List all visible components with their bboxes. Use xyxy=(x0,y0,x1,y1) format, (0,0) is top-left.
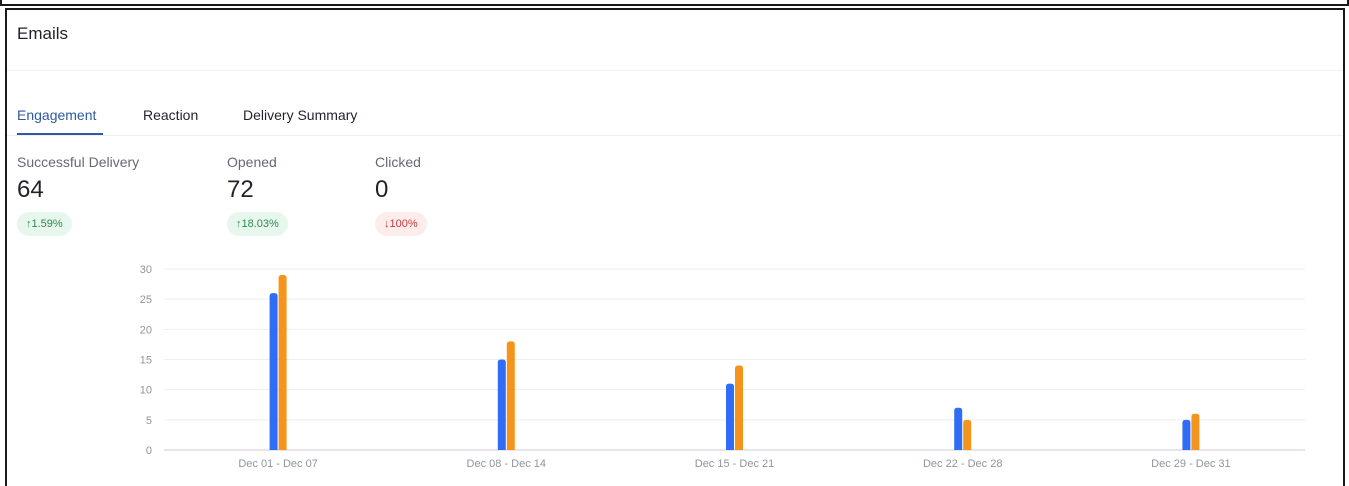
metric-clicked: Clicked 0 ↓100% xyxy=(375,154,427,236)
metric-label: Opened xyxy=(227,154,277,170)
card-title: Emails xyxy=(17,24,69,43)
bar-blue[interactable] xyxy=(269,293,278,450)
y-tick-label: 30 xyxy=(140,264,152,276)
y-tick-label: 5 xyxy=(146,415,152,427)
y-tick-label: 20 xyxy=(140,324,152,336)
bar-orange[interactable] xyxy=(735,365,743,450)
bar-blue[interactable] xyxy=(1182,419,1191,450)
metric-successful-delivery: Successful Delivery 64 ↑1.59% xyxy=(17,154,139,236)
metric-label: Clicked xyxy=(375,154,421,170)
engagement-bar-chart: 0 5 10 15 20 25 30 Dec 01 - Dec 07 Dec 08 - Dec … xyxy=(140,264,1305,470)
metric-value: 64 xyxy=(17,176,44,203)
bar-orange[interactable] xyxy=(506,341,515,450)
bar-blue[interactable] xyxy=(954,407,963,450)
metric-change-badge: ↑18.03% xyxy=(227,212,288,236)
bar-orange[interactable] xyxy=(1191,413,1200,450)
y-tick-label: 10 xyxy=(140,385,152,397)
metric-opened: Opened 72 ↑18.03% xyxy=(227,154,288,236)
y-tick-label: 25 xyxy=(140,294,152,306)
metric-label: Successful Delivery xyxy=(17,154,140,170)
bar-blue[interactable] xyxy=(726,383,734,450)
bar-orange[interactable] xyxy=(963,419,972,450)
metric-value: 72 xyxy=(227,176,254,203)
metric-change-badge: ↓100% xyxy=(375,212,427,236)
bar-orange[interactable] xyxy=(278,275,287,450)
metric-value: 0 xyxy=(375,176,389,203)
window-top-border xyxy=(0,0,1349,6)
x-tick-label: Dec 08 - Dec 14 xyxy=(467,458,546,470)
x-tick-label: Dec 22 - Dec 28 xyxy=(923,458,1002,470)
x-tick-label: Dec 01 - Dec 07 xyxy=(238,458,317,470)
emails-card: Emails Engagement Reaction Delivery Summ… xyxy=(5,8,1345,486)
metric-change-badge: ↑1.59% xyxy=(17,212,72,236)
x-tick-label: Dec 15 - Dec 21 xyxy=(695,458,774,470)
header-divider xyxy=(7,70,1343,71)
active-tab-indicator xyxy=(17,133,103,135)
tabs-divider xyxy=(7,135,1343,136)
bar-blue[interactable] xyxy=(497,359,506,451)
y-tick-label: 15 xyxy=(140,355,152,367)
x-tick-label: Dec 29 - Dec 31 xyxy=(1151,458,1230,470)
y-tick-label: 0 xyxy=(146,445,152,457)
tab-engagement[interactable]: Engagement xyxy=(17,107,97,123)
tab-reaction[interactable]: Reaction xyxy=(143,107,199,123)
tab-delivery-summary[interactable]: Delivery Summary xyxy=(243,107,358,123)
